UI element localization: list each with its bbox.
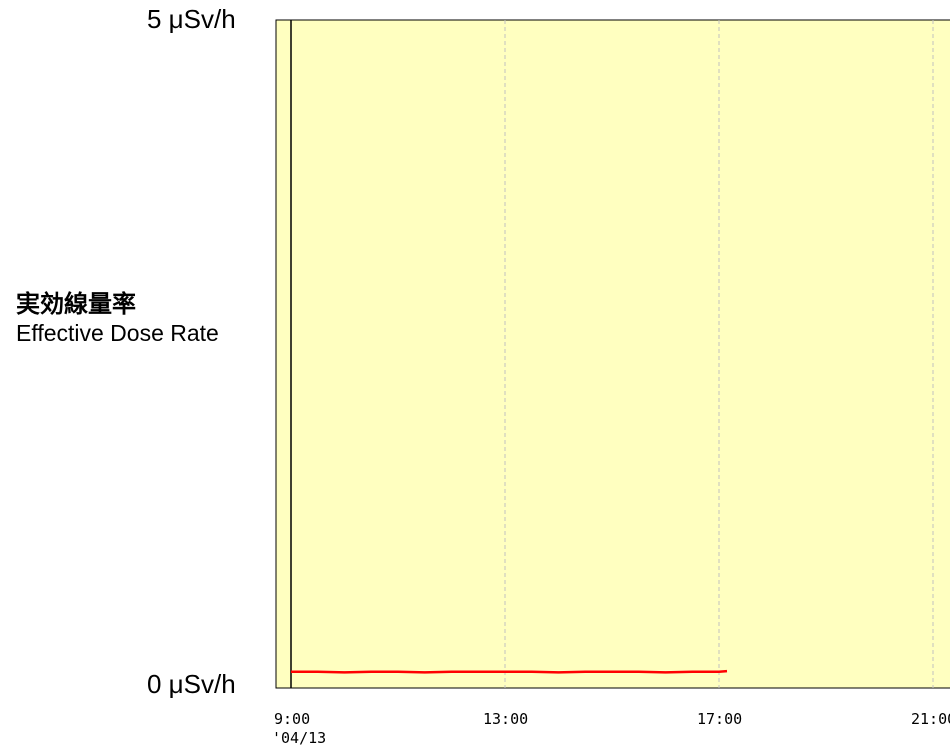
x-tick-label: 21:00 <box>911 710 950 728</box>
y-axis-title-japanese: 実効線量率 <box>16 290 136 318</box>
x-tick-label: 13:00 <box>483 710 528 728</box>
y-axis-title-english: Effective Dose Rate <box>16 320 219 346</box>
y-axis-min-label: 0 μSv/h <box>147 669 236 699</box>
plot-area <box>275 19 950 689</box>
x-axis-date-label: '04/13 <box>272 729 326 747</box>
dose-rate-series-line <box>291 669 728 674</box>
x-tick-label: 9:00 <box>274 710 310 728</box>
x-tick-label: 17:00 <box>697 710 742 728</box>
y-axis-max-label: 5 μSv/h <box>147 4 236 34</box>
